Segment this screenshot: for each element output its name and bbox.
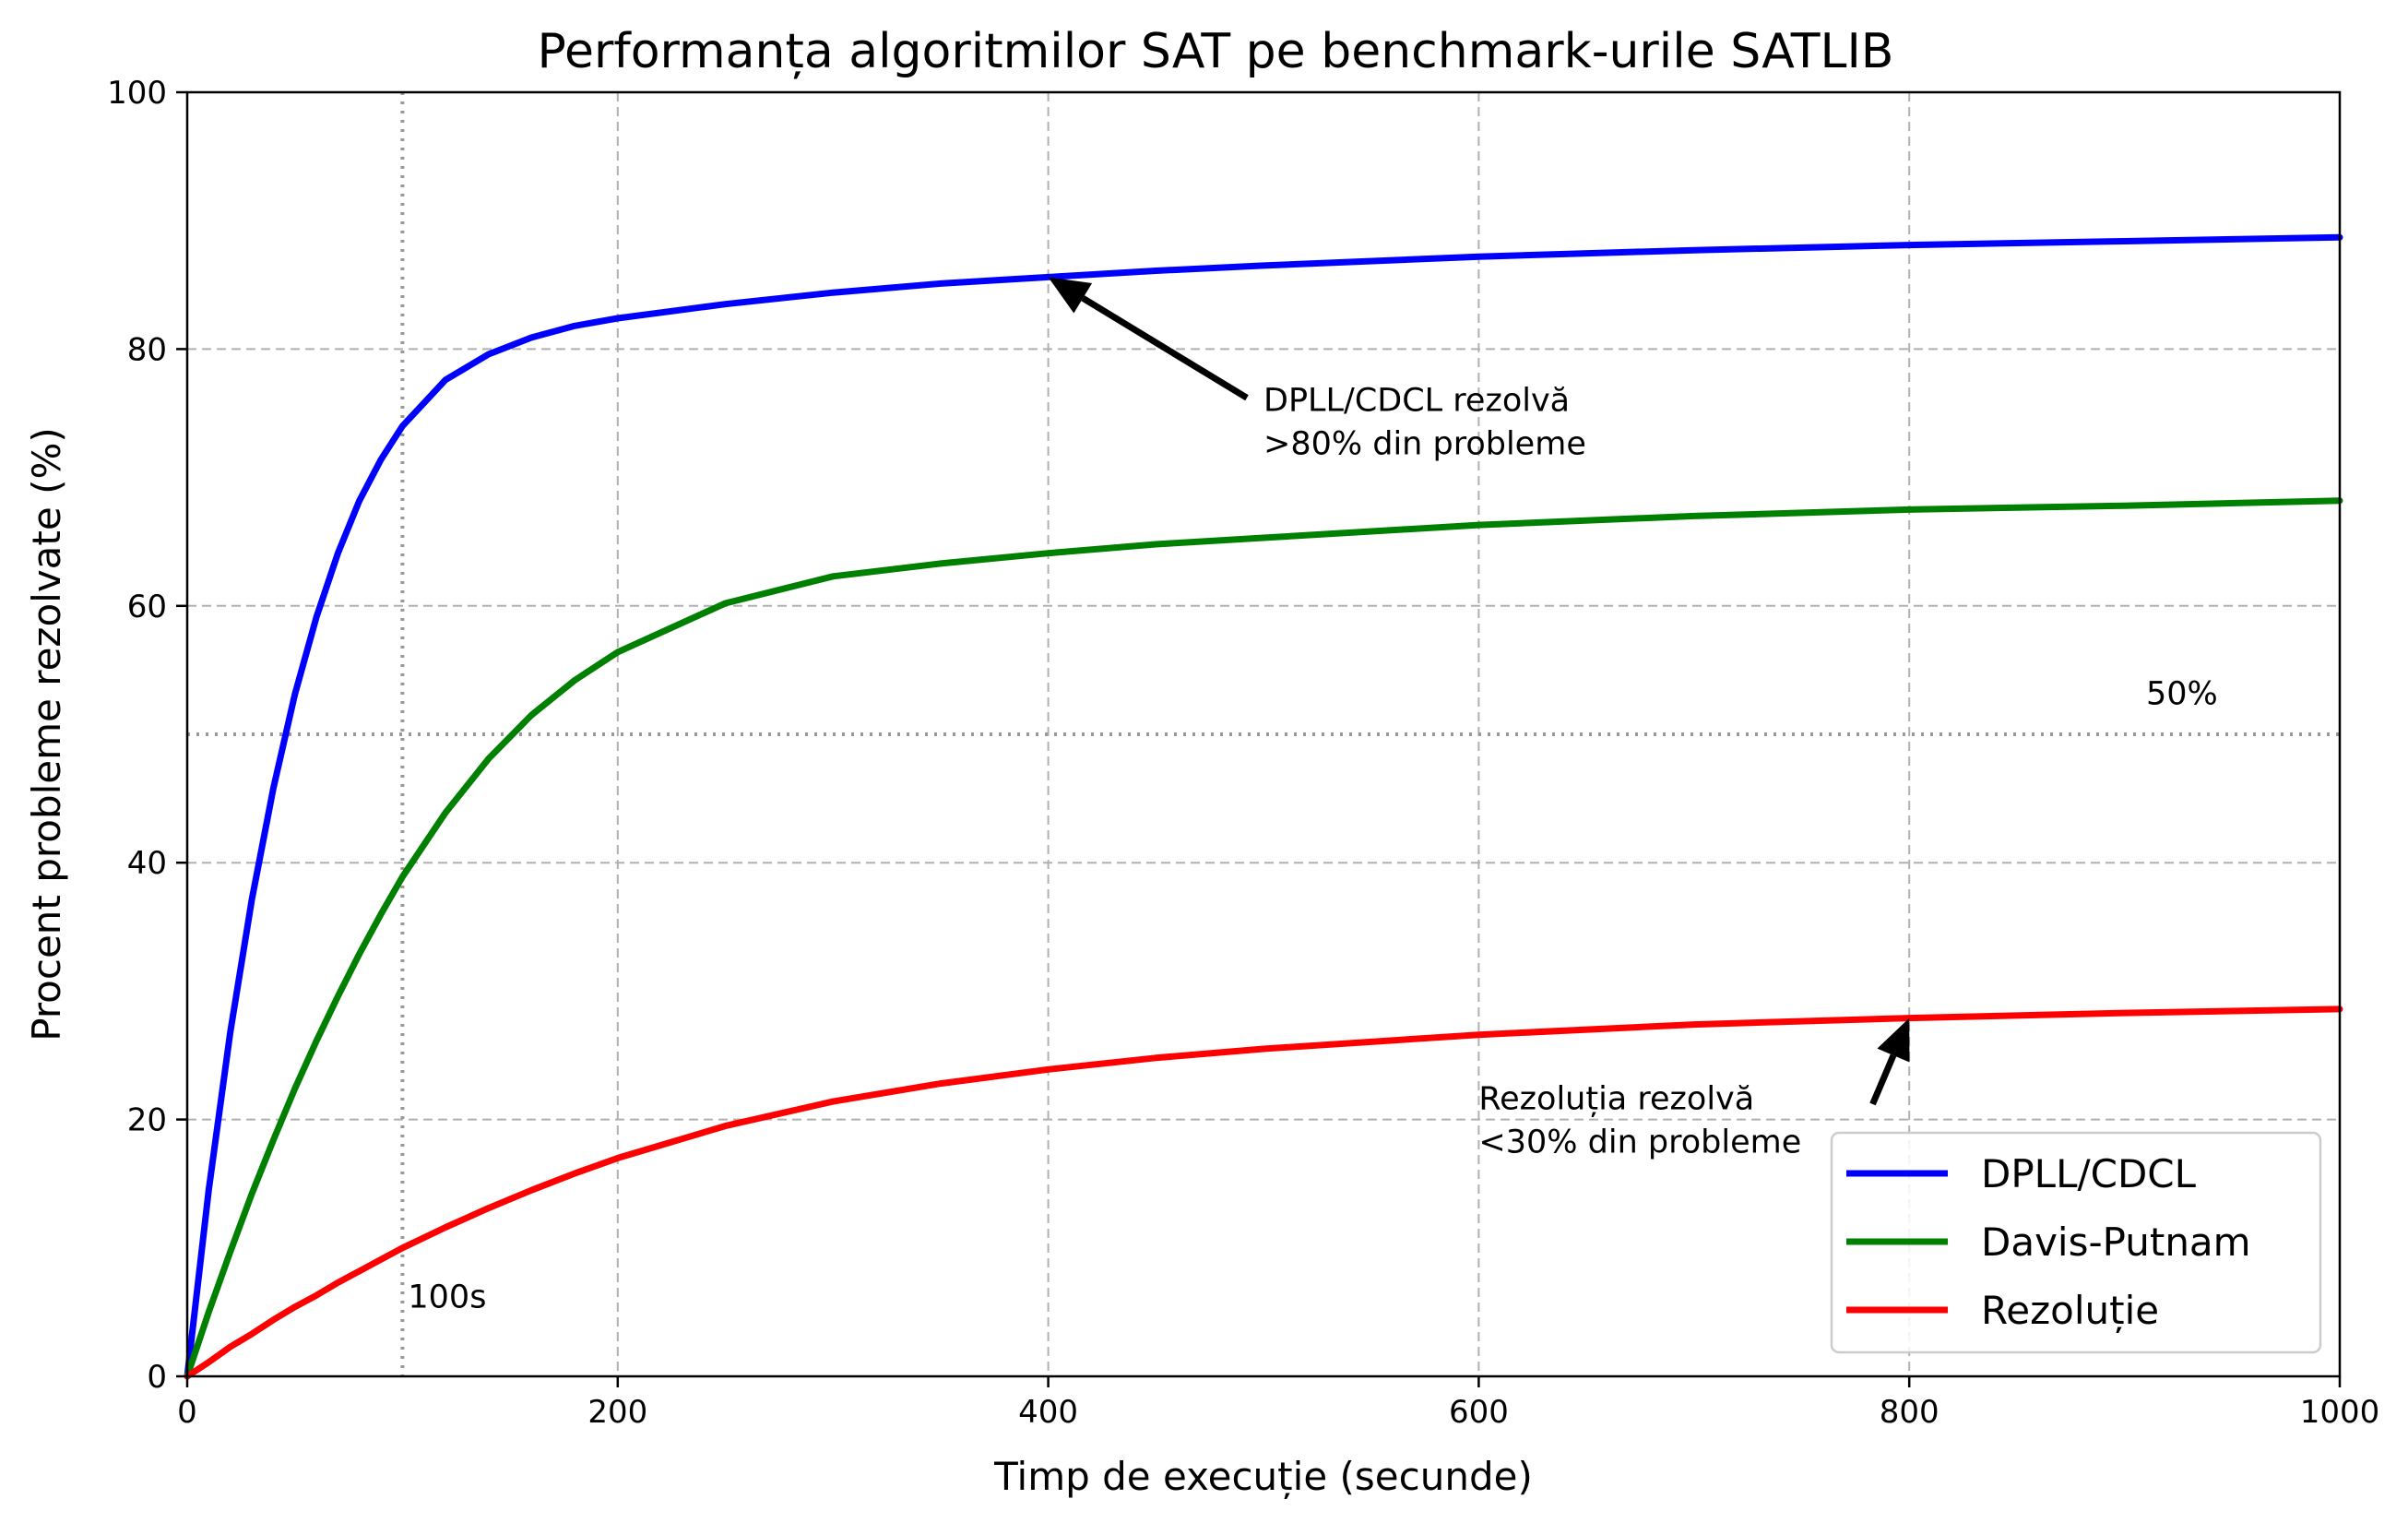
vertical-reference-label: 100s xyxy=(408,1279,486,1316)
annotation-arrow-head xyxy=(1877,1017,1910,1063)
y-tick-label: 60 xyxy=(127,589,167,625)
legend-label: Rezoluție xyxy=(1981,1288,2159,1333)
annotation-text: DPLL/CDCL rezolvă xyxy=(1263,382,1570,419)
annotation-text: Rezoluția rezolvă xyxy=(1478,1081,1754,1118)
series-line-2 xyxy=(184,1005,2343,1380)
x-tick-label: 1000 xyxy=(2300,1394,2380,1431)
annotation-arrow-head xyxy=(1048,277,1093,314)
x-tick-label: 600 xyxy=(1449,1394,1509,1431)
chart-title: Performanța algoritmilor SAT pe benchmar… xyxy=(538,24,1894,79)
y-tick-label: 20 xyxy=(127,1102,167,1139)
annotation-arrow-shaft xyxy=(1869,1053,1897,1106)
x-axis-title: Timp de execuție (secunde) xyxy=(993,1454,1533,1499)
y-tick-label: 0 xyxy=(147,1359,167,1396)
y-tick-label: 80 xyxy=(127,331,167,368)
x-tick-label: 0 xyxy=(177,1394,197,1431)
y-tick-label: 100 xyxy=(107,75,167,112)
series-layer xyxy=(184,233,2343,1380)
annotation-text: <30% din probleme xyxy=(1478,1124,1801,1161)
reference-lines: 100s 50% xyxy=(187,92,2340,1376)
legend-label: Davis-Putnam xyxy=(1981,1220,2251,1265)
ticks: 0 200 400 600 800 1000 0 20 40 60 80 100 xyxy=(107,75,2379,1431)
legend: DPLL/CDCL Davis-Putnam Rezoluție xyxy=(1830,1131,2322,1354)
x-tick-label: 200 xyxy=(587,1394,647,1431)
legend-label: DPLL/CDCL xyxy=(1981,1151,2197,1196)
annotations: DPLL/CDCL rezolvă >80% din probleme Rezolu… xyxy=(1048,277,1910,1161)
horizontal-reference-label: 50% xyxy=(2146,675,2218,712)
series-line-1 xyxy=(184,497,2343,1380)
x-tick-label: 400 xyxy=(1018,1394,1078,1431)
annotation-arrow-shaft xyxy=(1081,295,1249,401)
plot-frame xyxy=(185,90,2342,1378)
y-tick-label: 40 xyxy=(127,845,167,882)
x-tick-label: 800 xyxy=(1880,1394,1939,1431)
series-line-0 xyxy=(184,233,2343,1380)
y-axis-title: Procent probleme rezolvate (%) xyxy=(24,427,69,1041)
annotation-text: >80% din probleme xyxy=(1263,425,1586,462)
legend-box xyxy=(1830,1131,2322,1354)
